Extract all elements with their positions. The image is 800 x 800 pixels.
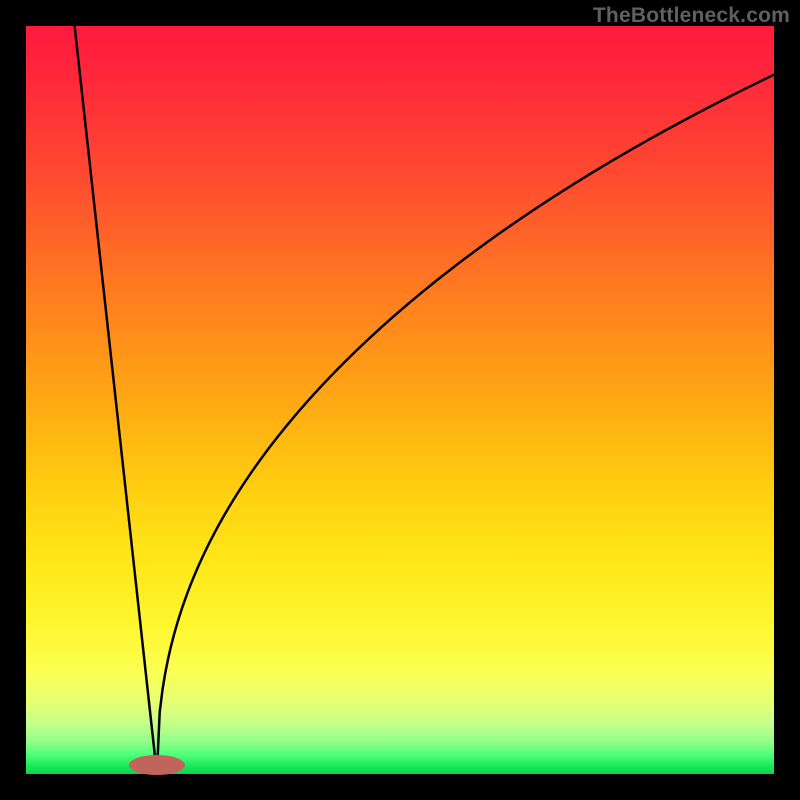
- watermark-text: TheBottleneck.com: [593, 4, 790, 28]
- chart-container: TheBottleneck.com: [0, 0, 800, 800]
- chart-background: [26, 26, 774, 774]
- bottleneck-chart: [0, 0, 800, 800]
- optimal-point-marker: [129, 755, 185, 775]
